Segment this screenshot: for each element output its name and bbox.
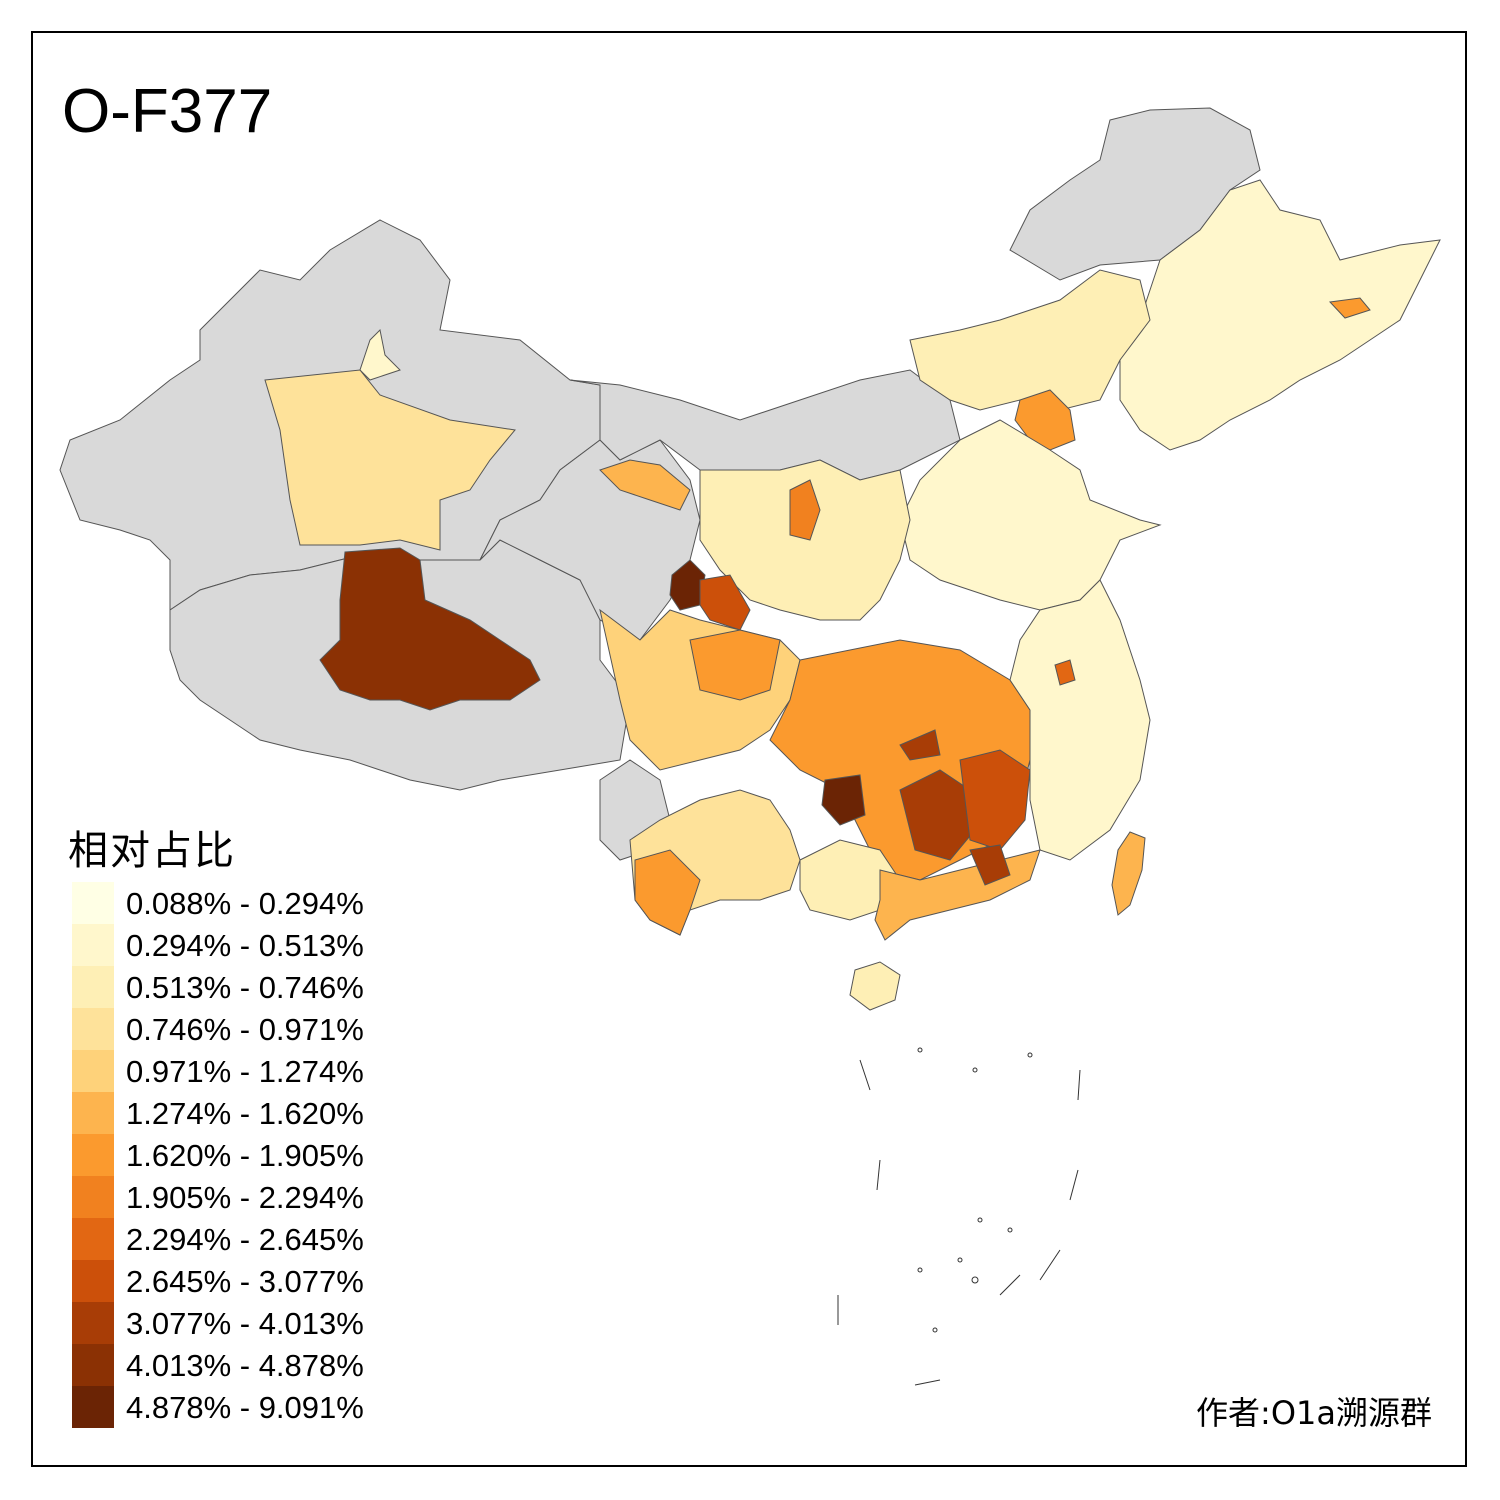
legend-label: 1.620% - 1.905%	[126, 1138, 364, 1173]
region-hainan[interactable]	[849, 961, 901, 1011]
legend-label: 3.077% - 4.013%	[126, 1306, 364, 1341]
region-ningxia-orange[interactable]	[789, 479, 821, 541]
legend-swatch	[72, 1302, 114, 1344]
region-sichuan-east[interactable]	[689, 629, 781, 701]
legend-swatch	[72, 1134, 114, 1176]
legend-swatch	[72, 1008, 114, 1050]
region-small-north[interactable]	[359, 328, 401, 381]
legend-label: 0.746% - 0.971%	[126, 1012, 364, 1047]
legend-label: 4.013% - 4.878%	[126, 1348, 364, 1383]
region-northeast[interactable]	[1119, 179, 1441, 451]
region-tibet-dark[interactable]	[319, 547, 541, 711]
legend-swatch	[72, 1260, 114, 1302]
legend-swatch	[72, 924, 114, 966]
region-yunnan-orange[interactable]	[634, 849, 701, 936]
region-northeast-orange[interactable]	[1328, 297, 1371, 319]
legend-swatch	[72, 1386, 114, 1428]
legend-swatch	[72, 882, 114, 924]
region-zhejiang-orange[interactable]	[1054, 659, 1076, 686]
legend-label: 2.294% - 2.645%	[126, 1222, 364, 1257]
author-credit: 作者:O1a溯源群	[1196, 1394, 1432, 1432]
map-frame	[31, 31, 1467, 1467]
region-jiangxi-dark[interactable]	[959, 749, 1031, 851]
region-inner-mongolia-east[interactable]	[909, 269, 1151, 411]
region-beijing-area[interactable]	[1014, 389, 1076, 451]
legend-label: 2.645% - 3.077%	[126, 1264, 364, 1299]
legend-label: 0.971% - 1.274%	[126, 1054, 364, 1089]
legend-swatch	[72, 1344, 114, 1386]
legend-label: 1.274% - 1.620%	[126, 1096, 364, 1131]
legend-label: 0.513% - 0.746%	[126, 970, 364, 1005]
region-east-coast[interactable]	[1009, 579, 1151, 861]
legend-swatch	[72, 1176, 114, 1218]
legend-label: 1.905% - 2.294%	[126, 1180, 364, 1215]
legend-swatch	[72, 966, 114, 1008]
region-xinjiang-north[interactable]	[264, 369, 516, 551]
region-guangdong-dark[interactable]	[969, 844, 1011, 886]
legend-label: 4.878% - 9.091%	[126, 1390, 364, 1425]
map-title: O-F377	[62, 77, 273, 146]
region-gansu-orange[interactable]	[599, 459, 691, 511]
legend-label: 0.088% - 0.294%	[126, 886, 364, 921]
legend-title: 相对占比	[68, 828, 236, 874]
legend-swatch	[72, 1050, 114, 1092]
region-taiwan[interactable]	[1111, 831, 1146, 916]
region-hubei-dark[interactable]	[899, 729, 941, 761]
legend-swatch	[72, 1092, 114, 1134]
legend-swatch	[72, 1218, 114, 1260]
south-china-sea-islands	[837, 1047, 1081, 1386]
region-guizhou-darkest[interactable]	[821, 774, 866, 826]
legend-label: 0.294% - 0.513%	[126, 928, 364, 963]
